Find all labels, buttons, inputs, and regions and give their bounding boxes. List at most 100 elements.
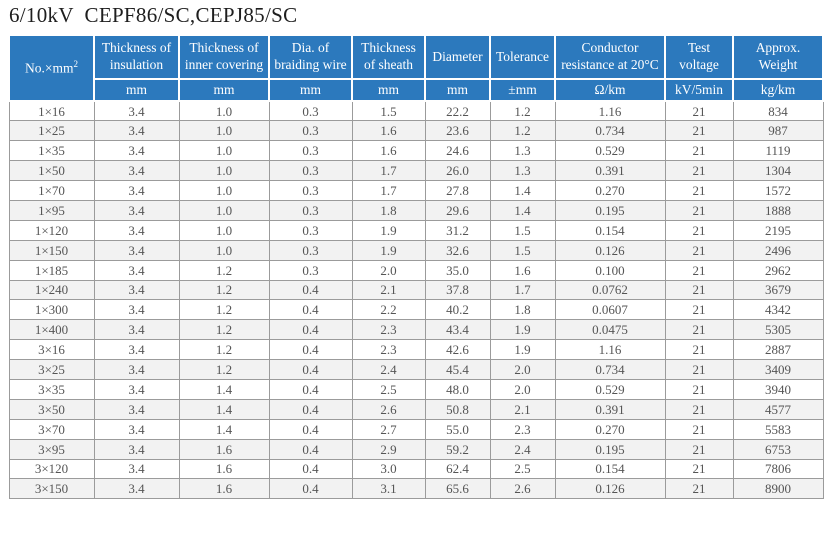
unit-diameter: mm [424,78,491,102]
cell: 21 [664,438,734,460]
cell: 2.2 [351,299,426,321]
cell: 26.0 [424,160,491,182]
cell: 4342 [732,299,824,321]
cell: 21 [664,160,734,182]
cell: 3×150 [8,478,95,500]
cell: 1.4 [178,398,270,420]
table-row: 1×400 3.4 1.2 0.4 2.3 43.4 1.9 0.0475 21 5305 [8,319,824,341]
cell: 1×150 [8,239,95,261]
unit-weight: kg/km [732,78,824,102]
cell: 3.4 [93,299,180,321]
cell: 1.4 [178,378,270,400]
column-header-resistance: Conductor resistance at 20°C [554,34,666,80]
table-row: 3×50 3.4 1.4 0.4 2.6 50.8 2.1 0.391 21 4577 [8,398,824,420]
cell: 2962 [732,259,824,281]
header-unit-row: mm mm mm mm mm ±mm Ω/km kV/5min kg/km [9,78,824,102]
cell: 1.2 [489,120,556,142]
cell: 59.2 [424,438,491,460]
table-header: No.×mm2 Thickness of insulation Thicknes… [8,34,824,102]
cell: 2.1 [351,279,426,301]
cell: 24.6 [424,140,491,162]
cell: 3.4 [93,418,180,440]
cell: 2.5 [489,458,556,480]
column-header-size-label: No.×mm [25,60,74,76]
cell: 0.4 [268,319,353,341]
cell: 21 [664,458,734,480]
table-row: 3×120 3.4 1.6 0.4 3.0 62.4 2.5 0.154 21 7806 [8,458,824,480]
cell: 3.1 [351,478,426,500]
cell: 0.0475 [554,319,666,341]
cell: 0.4 [268,438,353,460]
column-header-tolerance: Tolerance [489,34,556,80]
cell: 2.0 [489,378,556,400]
cell: 1.4 [489,180,556,201]
cell: 55.0 [424,418,491,440]
cell: 3.4 [93,339,180,361]
cell: 3.4 [93,378,180,400]
cell: 0.0607 [554,299,666,321]
cell: 0.126 [554,478,666,500]
cell: 5305 [732,319,824,341]
cell: 7806 [732,458,824,480]
cell: 32.6 [424,239,491,261]
cell: 1.4 [489,199,556,221]
cell: 3×120 [8,458,95,480]
cell: 21 [664,279,734,301]
cell: 21 [664,219,734,241]
column-header-test-voltage: Test voltage [664,34,734,80]
cell: 21 [664,100,734,122]
cell: 1.9 [489,339,556,361]
cell: 3.4 [93,219,180,241]
cell: 21 [664,180,734,201]
cell: 1.2 [178,319,270,341]
cell: 1.0 [178,120,270,142]
table-row: 3×70 3.4 1.4 0.4 2.7 55.0 2.3 0.270 21 5583 [8,418,824,440]
cell: 0.3 [268,100,353,122]
cell: 1.0 [178,140,270,162]
cell: 21 [664,378,734,400]
cell: 23.6 [424,120,491,142]
cell: 1.0 [178,180,270,201]
cell: 3×25 [8,359,95,380]
cell: 2.4 [351,359,426,380]
cell: 3940 [732,378,824,400]
cell: 1×240 [8,279,95,301]
cell: 0.270 [554,418,666,440]
cell: 1×95 [8,199,95,221]
cell: 3×50 [8,398,95,420]
column-header-braiding-wire: Dia. of braiding wire [268,34,353,80]
table-row: 1×50 3.4 1.0 0.3 1.7 26.0 1.3 0.391 21 1304 [8,160,824,182]
cell: 0.4 [268,398,353,420]
table-row: 1×25 3.4 1.0 0.3 1.6 23.6 1.2 0.734 21 987 [8,120,824,142]
cell: 22.2 [424,100,491,122]
cell: 2.3 [351,339,426,361]
cell: 1.7 [351,180,426,201]
cell: 0.270 [554,180,666,201]
unit-braiding-wire: mm [268,78,353,102]
cell: 1.2 [489,100,556,122]
cell: 3.4 [93,279,180,301]
cell: 3.4 [93,478,180,500]
cell: 1.2 [178,339,270,361]
column-header-size: No.×mm2 [8,34,95,102]
cell: 62.4 [424,458,491,480]
cell: 1×185 [8,259,95,281]
cell: 5583 [732,418,824,440]
cell: 1.8 [351,199,426,221]
cell: 1.4 [178,418,270,440]
cell: 1.6 [351,120,426,142]
cell: 1.5 [351,100,426,122]
column-header-diameter: Diameter [424,34,491,80]
cell: 0.100 [554,259,666,281]
cell: 2.7 [351,418,426,440]
cell: 0.3 [268,120,353,142]
cell: 1.0 [178,160,270,182]
cell: 0.3 [268,239,353,261]
table-row: 3×95 3.4 1.6 0.4 2.9 59.2 2.4 0.195 21 6753 [8,438,824,460]
table-row: 1×120 3.4 1.0 0.3 1.9 31.2 1.5 0.154 21 2195 [8,219,824,241]
cell: 3.4 [93,239,180,261]
cell: 3.4 [93,438,180,460]
unit-inner-covering: mm [178,78,270,102]
cell: 6753 [732,438,824,460]
cell: 2.5 [351,378,426,400]
